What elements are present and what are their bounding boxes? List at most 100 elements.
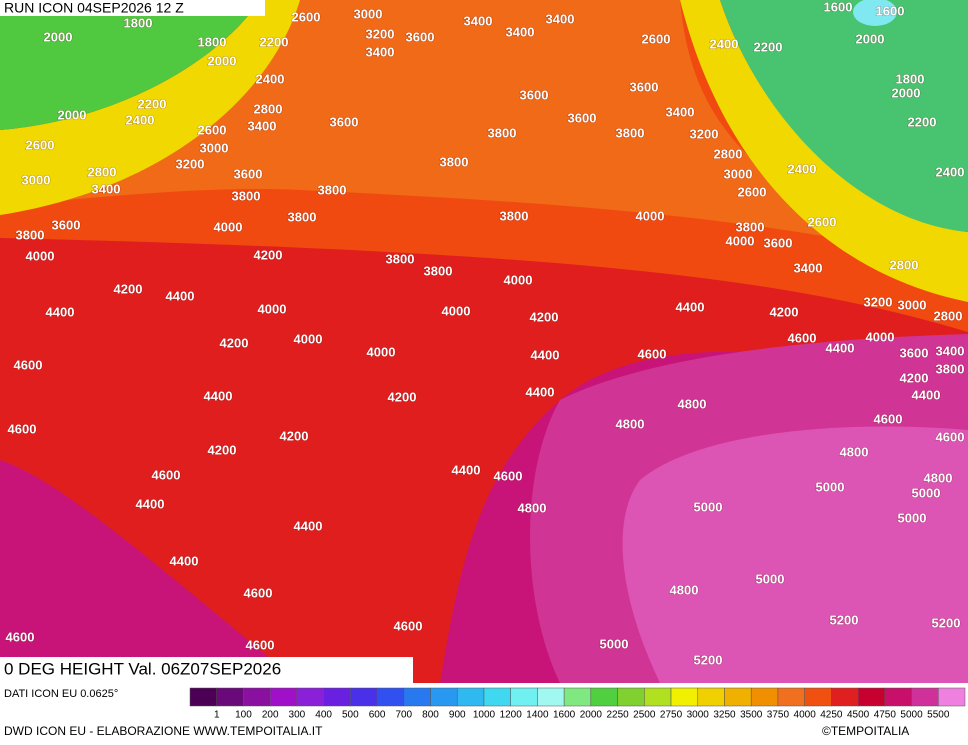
contour-label: 2800 xyxy=(254,101,283,116)
legend-swatch xyxy=(590,687,618,707)
contour-label: 4400 xyxy=(170,553,199,568)
legend-label: 1200 xyxy=(500,710,523,721)
zone-green-east xyxy=(720,0,968,232)
legend-swatch xyxy=(403,687,431,707)
contour-label: 3400 xyxy=(464,13,493,28)
copyright: ©TEMPOITALIA xyxy=(822,724,909,738)
legend-label: 4750 xyxy=(874,710,897,721)
legend-label: 3000 xyxy=(687,710,710,721)
contour-label: 2200 xyxy=(908,114,937,129)
contour-label: 5000 xyxy=(600,636,629,651)
contour-label: 3400 xyxy=(92,181,121,196)
legend-swatch xyxy=(269,687,298,707)
contour-label: 3000 xyxy=(898,297,927,312)
contour-label: 4200 xyxy=(530,309,559,324)
legend-swatch xyxy=(938,687,966,707)
contour-label: 3000 xyxy=(354,6,383,21)
contour-label: 3800 xyxy=(424,263,453,278)
contour-label: 3600 xyxy=(764,235,793,250)
map-title: 0 DEG HEIGHT Val. 06Z07SEP2026 xyxy=(4,659,281,678)
contour-label: 2800 xyxy=(714,146,743,161)
legend-label: 400 xyxy=(315,710,332,721)
contour-label: 2000 xyxy=(856,31,885,46)
contour-label: 4600 xyxy=(936,429,965,444)
legend-swatch xyxy=(216,687,244,707)
contour-label: 3800 xyxy=(736,219,765,234)
zone-pink-light xyxy=(622,426,968,683)
contour-label: 4800 xyxy=(670,582,699,597)
credit: DWD ICON EU - ELABORAZIONE WWW.TEMPOITAL… xyxy=(4,724,323,738)
legend-swatch xyxy=(537,687,565,707)
legend-swatch xyxy=(323,687,351,707)
contour-label: 4000 xyxy=(214,219,243,234)
legend-swatch xyxy=(430,687,458,707)
contour-label: 3800 xyxy=(386,251,415,266)
contour-label: 3400 xyxy=(936,343,965,358)
legend-swatch xyxy=(884,687,912,707)
contour-label: 5000 xyxy=(912,485,941,500)
contour-label: 4200 xyxy=(114,281,143,296)
legend-label: 500 xyxy=(342,710,359,721)
contour-label: 4600 xyxy=(8,421,37,436)
contour-label: 4600 xyxy=(246,637,275,652)
legend-swatch xyxy=(644,687,672,707)
contour-label: 4200 xyxy=(220,335,249,350)
contour-label: 4400 xyxy=(826,340,855,355)
contour-label: 4000 xyxy=(504,272,533,287)
contour-label: 4400 xyxy=(676,299,705,314)
contour-label: 4000 xyxy=(258,301,287,316)
legend-label: 700 xyxy=(395,710,412,721)
contour-label: 4000 xyxy=(866,329,895,344)
legend-label: 1600 xyxy=(553,710,576,721)
contour-label: 2000 xyxy=(44,29,73,44)
contour-label: 4000 xyxy=(367,344,396,359)
contour-label: 4400 xyxy=(526,384,555,399)
zone-orange-light xyxy=(0,0,900,250)
legend-label: 4500 xyxy=(847,710,870,721)
contour-label: 3600 xyxy=(234,166,263,181)
contour-label: 5000 xyxy=(898,510,927,525)
contour-label: 3400 xyxy=(666,104,695,119)
legend-label: 1400 xyxy=(526,710,549,721)
contour-label: 4000 xyxy=(294,331,323,346)
contour-label: 3400 xyxy=(546,11,575,26)
legend-swatch xyxy=(857,687,886,707)
legend-label: 4000 xyxy=(794,710,817,721)
contour-label: 1600 xyxy=(876,3,905,18)
contour-label: 5200 xyxy=(694,652,723,667)
contour-label: 4200 xyxy=(208,442,237,457)
contour-label: 3800 xyxy=(500,208,529,223)
zone-yellow-west xyxy=(0,0,300,215)
legend-label: 900 xyxy=(449,710,466,721)
contour-label: 4400 xyxy=(294,518,323,533)
contour-label: 4600 xyxy=(394,618,423,633)
contour-label: 3400 xyxy=(248,118,277,133)
contour-label: 4400 xyxy=(166,288,195,303)
contour-label: 4600 xyxy=(874,411,903,426)
contour-label: 4800 xyxy=(840,444,869,459)
contour-label: 2200 xyxy=(260,34,289,49)
contour-label: 1600 xyxy=(824,0,853,14)
contour-label: 3600 xyxy=(568,110,597,125)
contour-label: 2600 xyxy=(642,31,671,46)
contour-label: 4600 xyxy=(788,330,817,345)
legend-label: 300 xyxy=(289,710,306,721)
legend-swatch xyxy=(243,687,271,707)
legend-swatch xyxy=(911,687,939,707)
legend-swatch xyxy=(750,687,779,707)
contour-label: 4200 xyxy=(280,428,309,443)
legend-swatch xyxy=(563,687,592,707)
contour-label: 4600 xyxy=(152,467,181,482)
run-box xyxy=(0,0,265,16)
contour-label: 3600 xyxy=(406,29,435,44)
legend-swatch xyxy=(456,687,485,707)
contour-label: 2200 xyxy=(754,39,783,54)
contour-label: 3800 xyxy=(16,227,45,242)
legend-label: 1000 xyxy=(473,710,496,721)
contour-label: 4600 xyxy=(638,346,667,361)
contour-label: 2600 xyxy=(292,9,321,24)
legend-swatch xyxy=(777,687,805,707)
legend-label: 5000 xyxy=(900,710,923,721)
contour-label: 4800 xyxy=(616,416,645,431)
